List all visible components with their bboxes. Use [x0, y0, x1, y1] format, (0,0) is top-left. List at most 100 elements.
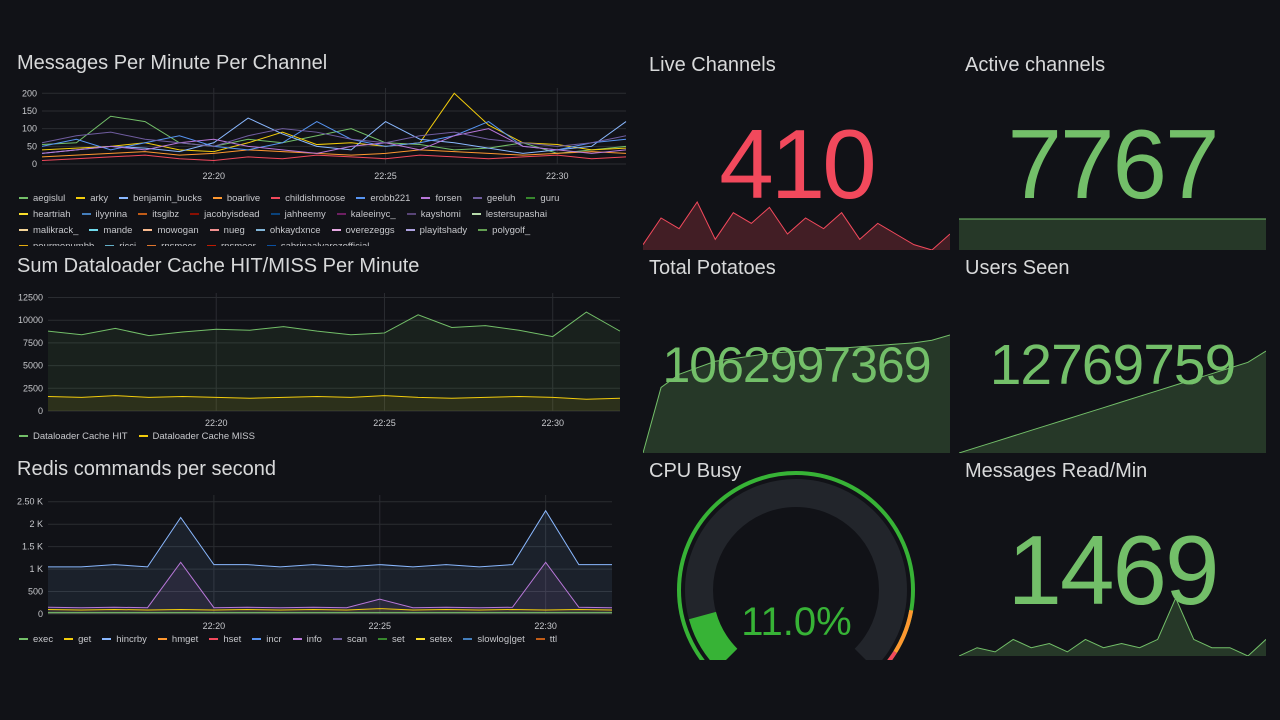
legend-item[interactable]: set: [378, 632, 405, 648]
y-tick-label: 0: [38, 406, 43, 416]
legend-item[interactable]: arky: [76, 191, 108, 207]
y-tick-label: 200: [22, 88, 37, 98]
legend-label: jacobyisdead: [204, 209, 260, 220]
live-channels-value: 410: [719, 109, 877, 219]
series-line: [47, 311, 621, 338]
legend-swatch: [76, 197, 86, 200]
legend-swatch: [19, 638, 28, 641]
cache-legend: Dataloader Cache HIT Dataloader Cache MIS…: [19, 429, 619, 445]
legend-item[interactable]: hset: [209, 632, 241, 648]
legend-label: slowlog|get: [477, 634, 525, 645]
legend-label: aegislul: [33, 193, 66, 204]
legend-item[interactable]: mande: [89, 223, 132, 239]
legend-swatch: [471, 213, 481, 216]
x-tick-label: 22:20: [205, 418, 228, 428]
legend-item[interactable]: setex: [415, 632, 452, 648]
legend-swatch: [406, 213, 416, 216]
legend-item[interactable]: overezeggs: [331, 223, 395, 239]
panel-cache: Sum Dataloader Cache HIT/MISS Per Minute…: [0, 203, 640, 451]
legend-item[interactable]: rnsmeer: [207, 239, 256, 246]
legend-item[interactable]: scan: [332, 632, 368, 648]
legend-item[interactable]: Dataloader Cache MISS: [138, 429, 255, 445]
legend-label: set: [392, 634, 405, 645]
legend-label: Dataloader Cache MISS: [152, 431, 255, 442]
x-tick-label: 22:30: [534, 621, 557, 631]
legend-label: playitshady: [419, 225, 468, 236]
legend-item[interactable]: Dataloader Cache HIT: [19, 429, 128, 445]
legend-swatch: [271, 197, 281, 200]
legend-item[interactable]: kayshomi: [406, 207, 461, 223]
legend-item[interactable]: lestersupashai: [471, 207, 547, 223]
messages-chart: 0 50 100 150 200 22:20 22:25 22:30: [22, 88, 627, 181]
legend-swatch: [209, 638, 219, 641]
legend-item[interactable]: nueg: [209, 223, 245, 239]
series-line: [47, 561, 613, 609]
legend-item[interactable]: info: [292, 632, 322, 648]
legend-item[interactable]: benjamin_bucks: [119, 191, 202, 207]
legend-item[interactable]: ilyynina: [81, 207, 127, 223]
legend-label: heartriah: [33, 209, 71, 220]
legend-item[interactable]: incr: [252, 632, 282, 648]
y-tick-label: 2500: [23, 383, 43, 393]
y-tick-label: 0: [32, 159, 37, 169]
messages-read-value: 1469: [1007, 515, 1219, 625]
series-line: [41, 149, 627, 158]
legend-item[interactable]: erobb221: [356, 191, 410, 207]
gauge-threshold-orange: [893, 609, 914, 654]
legend-item[interactable]: ohkaydxnce: [255, 223, 321, 239]
y-tick-label: 12500: [18, 293, 43, 303]
legend-item[interactable]: sabrinaalvarezofficial: [266, 239, 370, 246]
series-line: [41, 92, 627, 153]
legend-item[interactable]: playitshady: [405, 223, 468, 239]
legend-item[interactable]: jacobyisdead: [190, 207, 260, 223]
gauge-value-arc: [688, 611, 738, 660]
legend-item[interactable]: polygolf_: [478, 223, 530, 239]
legend-label: sabrinaalvarezofficial: [281, 241, 370, 246]
legend-item[interactable]: hmget: [157, 632, 198, 648]
legend-item[interactable]: ttl: [535, 632, 557, 648]
legend-item[interactable]: slowlog|get: [463, 632, 525, 648]
legend-swatch: [270, 213, 280, 216]
legend-item[interactable]: rnsmeer: [147, 239, 196, 246]
legend-item[interactable]: heartriah: [19, 207, 71, 223]
legend-item[interactable]: forsen: [421, 191, 462, 207]
legend-item[interactable]: childishmoose: [271, 191, 345, 207]
legend-swatch: [421, 197, 431, 200]
legend-label: boarlive: [226, 193, 261, 204]
panel-title: CPU Busy: [649, 460, 742, 482]
y-tick-label: 10000: [18, 315, 43, 325]
legend-item[interactable]: geeluh: [472, 191, 515, 207]
legend-item[interactable]: get: [64, 632, 91, 648]
legend-item[interactable]: ricci: [105, 239, 136, 246]
legend-item[interactable]: guru: [526, 191, 559, 207]
legend-swatch: [207, 245, 216, 246]
legend-label: ohkaydxnce: [269, 225, 321, 236]
legend-item[interactable]: exec: [19, 632, 53, 648]
legend-swatch: [19, 229, 28, 232]
series-line: [47, 608, 613, 611]
panel-title: Sum Dataloader Cache HIT/MISS Per Minute: [17, 255, 420, 277]
potatoes-sparkline: [643, 334, 950, 453]
legend-item[interactable]: pourmenumbb: [19, 239, 94, 246]
legend-swatch: [255, 229, 265, 232]
panel-title: Messages Per Minute Per Channel: [17, 52, 328, 74]
legend-item[interactable]: malikrack_: [19, 223, 78, 239]
legend-item[interactable]: hincrby: [102, 632, 147, 648]
panel-live-channels: Live Channels 410: [643, 44, 950, 250]
panel-total-potatoes: Total Potatoes 1062997369: [643, 247, 950, 453]
legend-item[interactable]: itsgibz: [138, 207, 179, 223]
legend-item[interactable]: boarlive: [212, 191, 261, 207]
legend-item[interactable]: kaleeinyc_: [336, 207, 396, 223]
legend-swatch: [138, 213, 148, 216]
legend-swatch: [102, 638, 112, 641]
legend-item[interactable]: jahheemy: [270, 207, 326, 223]
legend-swatch: [157, 638, 167, 641]
legend-item[interactable]: aegislul: [19, 191, 65, 207]
legend-label: hset: [223, 634, 242, 645]
y-tick-label: 2.50 K: [17, 497, 43, 507]
legend-label: scan: [346, 634, 368, 645]
legend-label: incr: [266, 634, 282, 645]
series-line: [41, 117, 627, 154]
legend-label: jahheemy: [284, 209, 326, 220]
legend-item[interactable]: mowogan: [143, 223, 199, 239]
